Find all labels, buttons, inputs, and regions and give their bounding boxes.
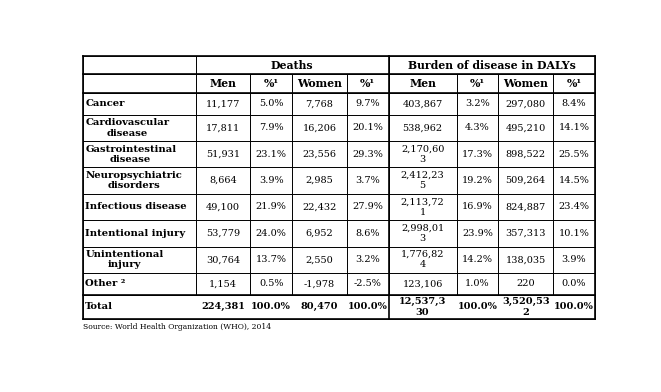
- Text: 49,100: 49,100: [206, 203, 240, 212]
- Text: Cardiovascular
disease: Cardiovascular disease: [85, 118, 169, 138]
- Text: 2,550: 2,550: [305, 255, 333, 264]
- Text: 20.1%: 20.1%: [352, 123, 383, 132]
- Text: 3.9%: 3.9%: [562, 255, 586, 264]
- Text: 7,768: 7,768: [305, 99, 333, 108]
- Text: Infectious disease: Infectious disease: [85, 203, 187, 212]
- Text: 3.9%: 3.9%: [259, 176, 284, 185]
- Text: 16.9%: 16.9%: [462, 203, 493, 212]
- Text: 27.9%: 27.9%: [352, 203, 383, 212]
- Text: 8.6%: 8.6%: [356, 229, 380, 238]
- Text: 100.0%: 100.0%: [457, 302, 498, 311]
- Text: 22,432: 22,432: [302, 203, 336, 212]
- Text: Deaths: Deaths: [271, 60, 313, 71]
- Text: 6,952: 6,952: [305, 229, 333, 238]
- Text: 824,887: 824,887: [506, 203, 546, 212]
- Text: 13.7%: 13.7%: [256, 255, 287, 264]
- Text: 3.2%: 3.2%: [465, 99, 490, 108]
- Text: %¹: %¹: [566, 78, 582, 89]
- Text: 14.1%: 14.1%: [559, 123, 590, 132]
- Text: 0.5%: 0.5%: [259, 279, 284, 289]
- Text: 224,381: 224,381: [201, 302, 245, 311]
- Text: 1,154: 1,154: [209, 279, 237, 289]
- Text: 297,080: 297,080: [506, 99, 546, 108]
- Text: Source: World Health Organization (WHO), 2014: Source: World Health Organization (WHO),…: [83, 323, 271, 331]
- Text: 403,867: 403,867: [403, 99, 443, 108]
- Text: Intentional injury: Intentional injury: [85, 229, 185, 238]
- Text: -2.5%: -2.5%: [354, 279, 381, 289]
- Text: 100.0%: 100.0%: [554, 302, 594, 311]
- Text: 357,313: 357,313: [506, 229, 546, 238]
- Text: 5.0%: 5.0%: [259, 99, 284, 108]
- Text: 4.3%: 4.3%: [465, 123, 490, 132]
- Text: 2,113,72
1: 2,113,72 1: [401, 197, 444, 217]
- Text: 1,776,82
4: 1,776,82 4: [401, 250, 444, 269]
- Text: 898,522: 898,522: [506, 150, 546, 159]
- Text: 100.0%: 100.0%: [348, 302, 387, 311]
- Text: 3,520,53
2: 3,520,53 2: [502, 297, 549, 316]
- Text: 100.0%: 100.0%: [251, 302, 292, 311]
- Text: Unintentional
injury: Unintentional injury: [85, 250, 163, 269]
- Text: 21.9%: 21.9%: [256, 203, 287, 212]
- Text: 123,106: 123,106: [403, 279, 443, 289]
- Text: 19.2%: 19.2%: [462, 176, 493, 185]
- Text: 8,664: 8,664: [209, 176, 237, 185]
- Text: 509,264: 509,264: [506, 176, 546, 185]
- Text: -1,978: -1,978: [304, 279, 335, 289]
- Text: 2,170,60
3: 2,170,60 3: [401, 145, 444, 164]
- Text: Neuropsychiatric
disorders: Neuropsychiatric disorders: [85, 171, 182, 191]
- Text: Burden of disease in DALYs: Burden of disease in DALYs: [408, 60, 576, 71]
- Text: 0.0%: 0.0%: [562, 279, 586, 289]
- Text: 3.7%: 3.7%: [356, 176, 380, 185]
- Text: Men: Men: [210, 78, 237, 89]
- Text: 51,931: 51,931: [206, 150, 240, 159]
- Text: 25.5%: 25.5%: [559, 150, 590, 159]
- Text: 24.0%: 24.0%: [256, 229, 287, 238]
- Text: Total: Total: [85, 302, 113, 311]
- Text: %¹: %¹: [470, 78, 485, 89]
- Text: 138,035: 138,035: [506, 255, 546, 264]
- Text: 16,206: 16,206: [303, 123, 336, 132]
- Text: Women: Women: [297, 78, 342, 89]
- Text: 30,764: 30,764: [206, 255, 240, 264]
- Text: 17,811: 17,811: [206, 123, 240, 132]
- Text: 17.3%: 17.3%: [462, 150, 493, 159]
- Text: 2,998,01
3: 2,998,01 3: [401, 224, 444, 243]
- Text: 2,985: 2,985: [305, 176, 333, 185]
- Text: Women: Women: [503, 78, 548, 89]
- Text: 23,556: 23,556: [303, 150, 336, 159]
- Text: %¹: %¹: [264, 78, 279, 89]
- Text: 495,210: 495,210: [506, 123, 546, 132]
- Text: Men: Men: [409, 78, 436, 89]
- Text: 14.5%: 14.5%: [559, 176, 590, 185]
- Text: Cancer: Cancer: [85, 99, 125, 108]
- Text: 23.1%: 23.1%: [256, 150, 287, 159]
- Text: 3.2%: 3.2%: [356, 255, 380, 264]
- Text: 23.4%: 23.4%: [559, 203, 590, 212]
- Text: Gastrointestinal
disease: Gastrointestinal disease: [85, 145, 176, 164]
- Text: 7.9%: 7.9%: [259, 123, 284, 132]
- Text: 14.2%: 14.2%: [462, 255, 493, 264]
- Text: 1.0%: 1.0%: [465, 279, 490, 289]
- Text: 538,962: 538,962: [403, 123, 443, 132]
- Text: 53,779: 53,779: [206, 229, 240, 238]
- Text: 220: 220: [516, 279, 535, 289]
- Text: 2,412,23
5: 2,412,23 5: [401, 171, 444, 191]
- Text: 80,470: 80,470: [301, 302, 338, 311]
- Text: 12,537,3
30: 12,537,3 30: [399, 297, 446, 316]
- Text: %¹: %¹: [360, 78, 375, 89]
- Text: 9.7%: 9.7%: [356, 99, 380, 108]
- Text: 23.9%: 23.9%: [462, 229, 493, 238]
- Text: 10.1%: 10.1%: [559, 229, 590, 238]
- Text: 8.4%: 8.4%: [562, 99, 586, 108]
- Text: 29.3%: 29.3%: [352, 150, 383, 159]
- Text: Other ²: Other ²: [85, 279, 126, 289]
- Text: 11,177: 11,177: [206, 99, 240, 108]
